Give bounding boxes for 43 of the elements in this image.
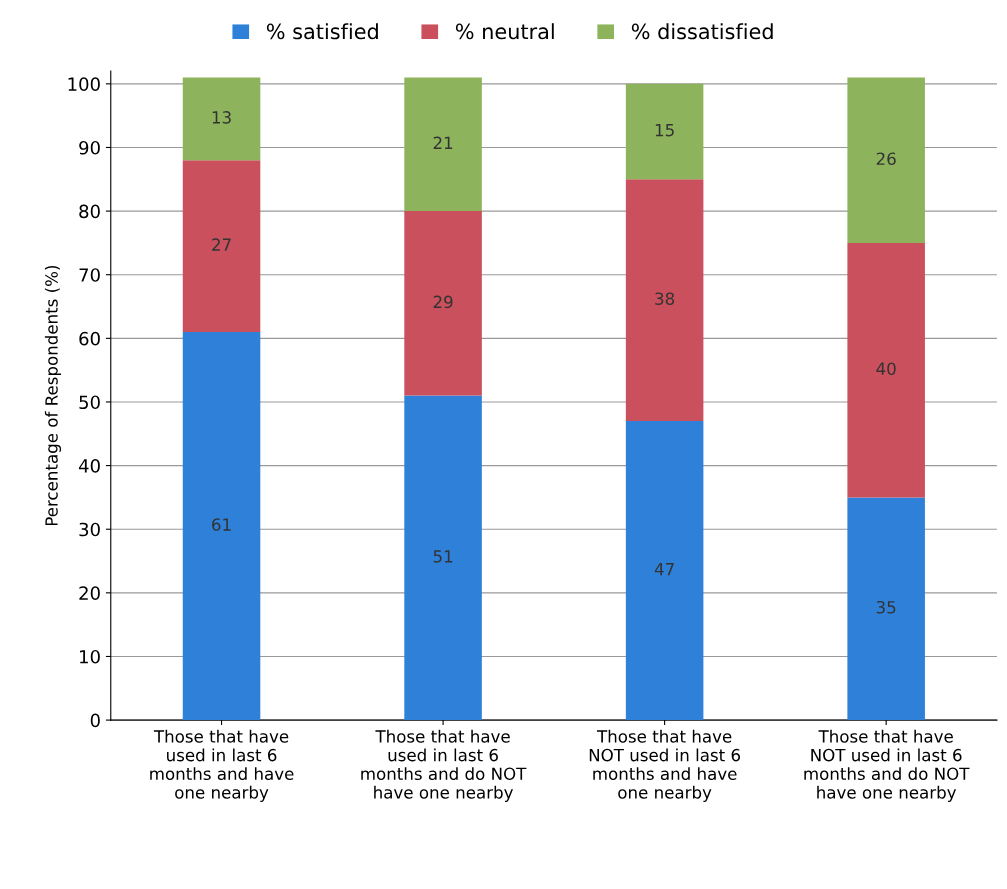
bar <box>847 497 925 721</box>
y-tick-label: 0 <box>90 713 100 728</box>
data-label: 35 <box>876 600 896 614</box>
x-tick-label: Those that have used in last 6 months and have one nearby <box>150 729 294 802</box>
legend-label: % neutral <box>455 23 554 40</box>
x-tick-label: Those that have NOT used in last 6 months and have one nearby <box>589 729 741 802</box>
bar <box>847 242 925 498</box>
y-tick-label: 30 <box>79 522 100 537</box>
y-tick-label: 40 <box>78 459 100 473</box>
data-label: 21 <box>433 136 453 149</box>
data-label: 38 <box>655 292 675 305</box>
y-tick-label: 10 <box>80 649 100 664</box>
y-tick-label: 80 <box>79 204 100 219</box>
data-label: 47 <box>654 563 674 576</box>
bar <box>404 211 482 396</box>
data-label: 29 <box>433 295 453 309</box>
bar <box>625 421 704 721</box>
data-label: 40 <box>876 362 896 375</box>
bar <box>182 77 261 161</box>
x-tick-label: Those that have NOT used in last 6 months and do NOT have one nearby <box>804 729 970 802</box>
y-tick-label: 60 <box>79 331 100 346</box>
data-label: 27 <box>212 238 231 251</box>
bar <box>404 395 482 721</box>
x-tick-label: Those that have used in last 6 months and do NOT have one nearby <box>361 729 527 802</box>
y-tick-label: 70 <box>79 268 100 282</box>
bar <box>847 77 925 243</box>
y-tick-label: 90 <box>79 140 100 155</box>
y-axis-title: Percentage of Respondents (%) <box>44 265 62 526</box>
y-tick-label: 50 <box>79 395 100 410</box>
legend-label: % satisfied <box>266 23 378 40</box>
y-tick-label: 20 <box>79 586 100 600</box>
data-label: 13 <box>212 111 231 124</box>
data-label: 26 <box>876 152 896 166</box>
bar <box>404 77 482 212</box>
data-label: 61 <box>212 518 231 531</box>
data-label: 51 <box>433 550 453 563</box>
y-tick-label: 100 <box>68 77 100 91</box>
bar <box>625 83 704 180</box>
bar <box>182 160 261 332</box>
legend-label: % dissatisfied <box>631 23 773 40</box>
bar <box>625 179 704 422</box>
bar <box>182 331 261 721</box>
data-label: 15 <box>655 124 674 137</box>
